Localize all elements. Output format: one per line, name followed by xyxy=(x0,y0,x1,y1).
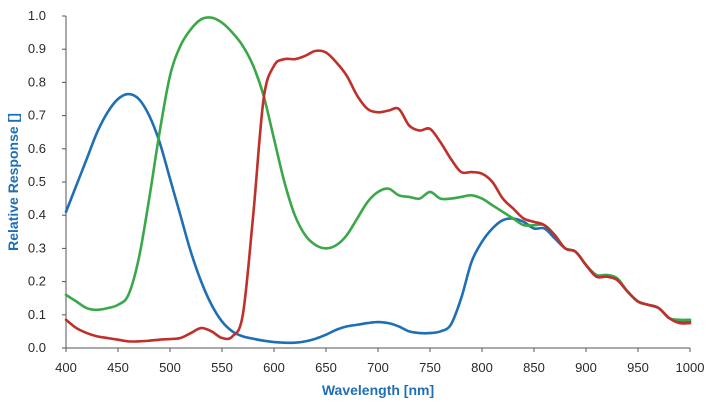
x-tick-label: 900 xyxy=(575,360,597,375)
y-tick-label: 0.6 xyxy=(28,141,46,156)
x-ticks: 400 450 500 550 600 650 700 750 800 850 900 950 1000 xyxy=(55,348,704,375)
y-tick-label: 1.0 xyxy=(28,8,46,23)
x-tick-label: 750 xyxy=(419,360,441,375)
y-tick-label: 0.8 xyxy=(28,74,46,89)
y-tick-label: 0.0 xyxy=(28,340,46,355)
red-series-line xyxy=(64,49,692,343)
x-tick-label: 700 xyxy=(367,360,389,375)
y-tick-label: 0.1 xyxy=(28,307,46,322)
y-tick-label: 0.9 xyxy=(28,41,46,56)
x-tick-label: 850 xyxy=(523,360,545,375)
x-tick-label: 400 xyxy=(55,360,77,375)
x-tick-label: 950 xyxy=(627,360,649,375)
y-tick-label: 0.4 xyxy=(28,207,46,222)
y-tick-label: 0.7 xyxy=(28,108,46,123)
green-series-line xyxy=(64,16,692,322)
x-tick-label: 500 xyxy=(159,360,181,375)
y-tick-label: 0.3 xyxy=(28,240,46,255)
x-axis-title: Wavelength [nm] xyxy=(322,382,434,398)
series-layer xyxy=(64,16,692,345)
axes-layer xyxy=(65,16,690,349)
x-tick-label: 450 xyxy=(107,360,129,375)
x-tick-label: 1000 xyxy=(676,360,705,375)
x-tick-label: 600 xyxy=(263,360,285,375)
y-tick-label: 0.5 xyxy=(28,174,46,189)
y-ticks: 0.0 0.1 0.2 0.3 0.4 0.5 0.6 0.7 0.8 0.9 1.0 xyxy=(28,8,66,355)
x-tick-label: 800 xyxy=(471,360,493,375)
y-tick-label: 0.2 xyxy=(28,274,46,289)
y-axis-title: Relative Response [] xyxy=(5,113,21,251)
x-tick-label: 550 xyxy=(211,360,233,375)
x-tick-label: 650 xyxy=(315,360,337,375)
